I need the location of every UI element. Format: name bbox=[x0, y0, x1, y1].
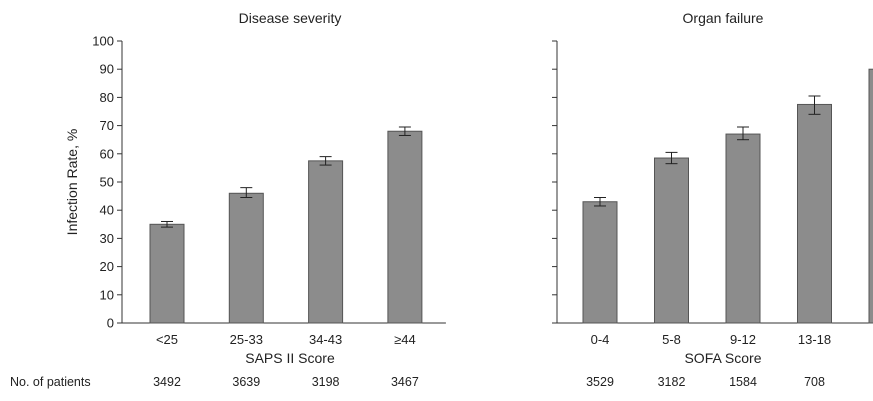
bar bbox=[582, 201, 618, 324]
chart-title-disease-severity: Disease severity bbox=[239, 10, 342, 26]
patient-count: 3492 bbox=[153, 375, 181, 389]
y-tick-label: 50 bbox=[100, 175, 114, 190]
x-tick-label: 25-33 bbox=[230, 332, 263, 347]
y-tick-label: 70 bbox=[100, 118, 114, 133]
y-tick-label: 30 bbox=[100, 231, 114, 246]
patient-count: 1584 bbox=[729, 375, 757, 389]
patient-count: 3639 bbox=[232, 375, 260, 389]
patient-count: 3529 bbox=[586, 375, 614, 389]
bar bbox=[228, 192, 264, 324]
patient-count: 3182 bbox=[658, 375, 686, 389]
chart-title-organ-failure: Organ failure bbox=[683, 10, 764, 26]
x-tick-label: 9-12 bbox=[730, 332, 756, 347]
bar bbox=[868, 68, 873, 324]
patient-count: 3467 bbox=[391, 375, 419, 389]
bar bbox=[725, 133, 761, 324]
y-tick-label: 100 bbox=[92, 34, 114, 49]
y-tick-label: 40 bbox=[100, 203, 114, 218]
y-tick-label: 0 bbox=[107, 316, 114, 331]
bar bbox=[797, 103, 832, 324]
x-axis-label-sofa: SOFA Score bbox=[684, 350, 761, 366]
x-tick-label: ≥44 bbox=[394, 332, 416, 347]
x-tick-label: 34-43 bbox=[309, 332, 342, 347]
y-tick-label: 60 bbox=[100, 146, 114, 161]
x-axis-label-saps: SAPS II Score bbox=[245, 350, 335, 366]
x-tick-label: 0-4 bbox=[591, 332, 610, 347]
y-axis-label: Infection Rate, % bbox=[64, 129, 80, 236]
y-tick-label: 20 bbox=[100, 259, 114, 274]
patients-row-label: No. of patients bbox=[10, 375, 91, 389]
x-tick-label: 5-8 bbox=[662, 332, 681, 347]
x-tick-label: <25 bbox=[156, 332, 178, 347]
chart-organ-failure: Organ failure SOFA Score 0-4 5-8 9-12 13-18… bbox=[552, 10, 873, 366]
y-tick-label: 10 bbox=[100, 287, 114, 302]
bar bbox=[387, 130, 423, 324]
patient-count: 708 bbox=[804, 375, 825, 389]
plot-area-left: 0 10 20 30 40 50 60 70 80 90 100 <25 25-33 34-43 ≥44 bbox=[92, 34, 446, 347]
patients-counts: 349236393198346735293182158470868 bbox=[153, 375, 825, 389]
y-tick-label: 90 bbox=[100, 62, 114, 77]
x-tick-label: 13-18 bbox=[798, 332, 831, 347]
bar bbox=[308, 160, 344, 324]
bar bbox=[149, 223, 185, 324]
y-tick-label: 80 bbox=[100, 90, 114, 105]
bar bbox=[654, 157, 689, 324]
chart-disease-severity: Disease severity Infection Rate, % SAPS … bbox=[64, 10, 446, 366]
patient-count: 3198 bbox=[312, 375, 340, 389]
